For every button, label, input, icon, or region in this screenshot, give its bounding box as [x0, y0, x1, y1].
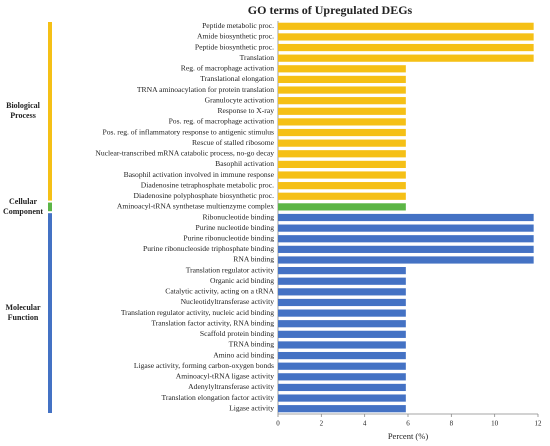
- bar: [278, 405, 406, 413]
- x-tick-label: 2: [320, 420, 324, 428]
- x-tick-label: 12: [535, 420, 543, 428]
- y-tick-label: Aminoacyl-tRNA synthetase multienzyme co…: [117, 202, 274, 211]
- x-axis-label: Percent (%): [388, 431, 429, 441]
- y-tick-label: Rescue of stalled ribosome: [192, 138, 275, 147]
- y-tick-label: Ligase activity: [229, 403, 274, 412]
- y-tick-label: Ribonucleotide binding: [203, 212, 275, 221]
- bar: [278, 107, 406, 115]
- bar: [278, 256, 534, 264]
- y-tick-label: TRNA binding: [229, 340, 275, 349]
- y-tick-label: Purine ribonucleotide binding: [183, 233, 274, 242]
- bar: [278, 192, 406, 200]
- y-tick-label: TRNA aminoacylation for protein translat…: [137, 85, 274, 94]
- bar: [278, 171, 406, 179]
- bar: [278, 150, 406, 158]
- y-tick-label: Organic acid binding: [210, 276, 274, 285]
- bar: [278, 298, 406, 307]
- bar: [278, 394, 406, 402]
- y-tick-label: Adenylyltransferase activity: [188, 382, 274, 391]
- y-tick-label: Translation: [240, 53, 275, 62]
- group-label: Molecular Function: [5, 303, 41, 323]
- bar: [278, 373, 406, 381]
- bar: [278, 139, 406, 147]
- bar: [278, 97, 406, 105]
- x-tick-label: 8: [450, 420, 454, 428]
- y-tick-label: Basophil activation involved in immune r…: [124, 170, 275, 179]
- bar: [278, 75, 406, 84]
- bar: [278, 362, 406, 370]
- bar: [278, 22, 534, 30]
- y-tick-label: Translation regulator activity, nucleic …: [121, 308, 274, 317]
- y-tick-label: Scaffold protein binding: [200, 329, 274, 338]
- y-tick-label: Response to X-ray: [217, 106, 274, 115]
- bar: [278, 65, 406, 73]
- bar: [278, 235, 534, 243]
- y-tick-label: Translation regulator activity: [186, 265, 274, 274]
- y-tick-label: RNA binding: [233, 255, 274, 264]
- bar: [278, 86, 406, 94]
- y-tick-label: Nucleotidyltransferase activity: [181, 297, 275, 306]
- bar: [278, 320, 406, 328]
- bar: [278, 277, 406, 285]
- bar: [278, 160, 406, 168]
- bar: [278, 330, 406, 338]
- bar: [278, 341, 406, 349]
- bar: [278, 309, 406, 317]
- x-tick-label: 0: [276, 420, 280, 428]
- y-tick-label: Peptide biosynthetic proc.: [195, 42, 274, 51]
- group-label: Cellular Component: [2, 196, 43, 216]
- bar: [278, 383, 406, 392]
- y-tick-label: Amino acid binding: [213, 350, 274, 359]
- bar: [278, 128, 406, 137]
- x-tick-label: 4: [363, 420, 367, 428]
- y-tick-label: Catalytic activity, acting on a tRNA: [165, 287, 274, 296]
- bar: [278, 33, 534, 41]
- y-tick-label: Aminoacyl-tRNA ligase activity: [176, 372, 274, 381]
- y-tick-label: Granulocyte activation: [205, 95, 275, 104]
- group-bracket: [48, 202, 52, 212]
- y-tick-label: Peptide metabolic proc.: [202, 21, 274, 30]
- y-tick-label: Nuclear-transcribed mRNA catabolic proce…: [95, 149, 274, 158]
- bar: [278, 267, 406, 275]
- y-tick-label: Pos. reg. of inflammatory response to an…: [103, 127, 275, 136]
- group-label: Biological Process: [6, 101, 40, 121]
- bar: [278, 351, 406, 360]
- bar: [278, 43, 534, 52]
- y-tick-label: Reg. of macrophage activation: [181, 64, 274, 73]
- group-bracket: [48, 22, 52, 201]
- y-tick-label: Diadenosine tetraphosphate metabolic pro…: [141, 180, 274, 189]
- bar: [278, 224, 534, 232]
- y-tick-label: Purine ribonucleoside triphosphate bindi…: [143, 244, 274, 253]
- y-tick-label: Translation factor activity, RNA binding: [151, 318, 274, 327]
- group-bracket: [48, 213, 52, 413]
- y-tick-label: Diadenosine polyphosphate biosynthetic p…: [134, 191, 275, 200]
- bar: [278, 203, 406, 211]
- bar: [278, 118, 406, 126]
- y-tick-label: Translational elongation: [200, 74, 274, 83]
- bar: [278, 213, 534, 222]
- y-tick-label: Ligase activity, forming carbon-oxygen b…: [134, 361, 274, 370]
- y-tick-label: Translation elongation factor activity: [161, 393, 274, 402]
- chart-title: GO terms of Upregulated DEGs: [248, 3, 413, 17]
- y-tick-label: Basophil activation: [215, 159, 274, 168]
- y-tick-label: Pos. reg. of macrophage activation: [169, 117, 275, 126]
- bar: [278, 288, 406, 296]
- y-tick-label: Amide biosynthetic proc.: [197, 32, 274, 41]
- bar: [278, 182, 406, 190]
- x-tick-label: 10: [491, 420, 499, 428]
- y-tick-label: Purine nucleotide binding: [196, 223, 275, 232]
- bar: [278, 245, 534, 253]
- bar: [278, 54, 534, 62]
- x-tick-label: 6: [406, 420, 410, 428]
